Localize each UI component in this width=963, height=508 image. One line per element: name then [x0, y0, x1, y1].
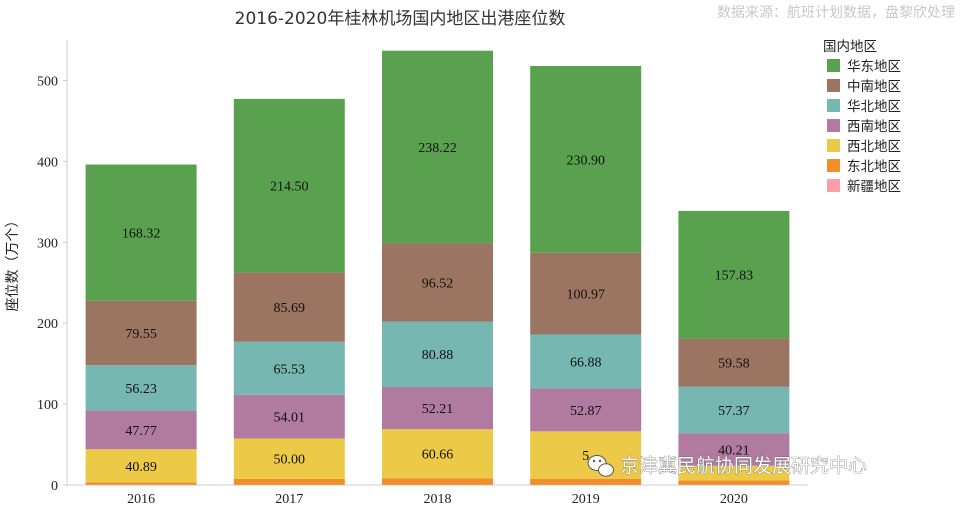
legend-entry: 东北地区 [847, 159, 901, 175]
y-tick-label: 200 [37, 317, 58, 332]
y-tick-label: 0 [51, 479, 58, 494]
legend-swatch [827, 179, 840, 192]
bar-segment [530, 252, 642, 335]
bar-segment [382, 243, 493, 322]
bar-segment [678, 465, 790, 481]
x-tick-label: 2016 [127, 492, 155, 507]
bar-segment [85, 482, 197, 485]
bar-segment [678, 386, 790, 434]
wechat-icon [587, 455, 614, 477]
bar-segment [382, 429, 493, 479]
bar-segment [530, 65, 642, 253]
data-label: 80.88 [422, 348, 454, 363]
bar-segment [530, 334, 642, 389]
bar-segment [85, 164, 197, 301]
legend-entry: 西北地区 [847, 139, 901, 155]
x-tick-label: 2017 [275, 492, 303, 507]
legend-swatch [827, 159, 840, 172]
bar-segment [233, 341, 345, 395]
bar-segment [382, 478, 493, 485]
bar-segment [85, 449, 197, 483]
bar-segment [233, 98, 345, 273]
data-label: 57.37 [718, 404, 750, 419]
axes: 0 100 200 300 400 500 座位数（万个） 2016 2017 2018 2019 2… [5, 40, 808, 507]
data-labels: 40.89 47.77 56.23 79.55 168.32 50.00 54.01 65.5… [122, 141, 753, 475]
legend-entry: 中南地区 [847, 79, 901, 95]
bar-segment [678, 210, 790, 339]
data-label: 56.23 [125, 382, 157, 397]
y-tick-label: 500 [37, 74, 58, 89]
y-tick-label: 300 [37, 236, 58, 251]
chart-title: 2016-2020年桂林机场国内地区出港座位数 [235, 9, 566, 29]
bar-segment [382, 321, 493, 387]
data-label: 50.00 [274, 453, 306, 468]
bar-segment [678, 480, 790, 485]
bar-segment [233, 438, 345, 479]
bars [85, 50, 790, 485]
bar-segment [382, 50, 493, 244]
bar-segment [530, 431, 642, 479]
data-label: 40.21 [718, 443, 750, 458]
data-label: 238.22 [418, 141, 457, 156]
data-label: 230.90 [566, 153, 605, 168]
bar-segment [530, 478, 642, 485]
bar-segment [85, 300, 197, 366]
data-label: 168.32 [122, 227, 161, 242]
data-label: 214.50 [270, 180, 309, 195]
y-tick-label: 100 [37, 398, 58, 413]
data-label: 52.21 [422, 402, 454, 417]
data-label: 52.87 [570, 404, 602, 419]
legend-entry: 西南地区 [847, 119, 901, 135]
bar-segment [85, 365, 197, 411]
bar-segment [678, 433, 790, 466]
legend-swatch [827, 139, 840, 152]
watermark: 京津冀民航协同发展研究中心 [587, 455, 867, 477]
watermark-text: 京津冀民航协同发展研究中心 [620, 455, 867, 477]
data-label: 85.69 [274, 301, 306, 316]
legend-entry: 华东地区 [847, 59, 901, 75]
data-label: 47.77 [125, 424, 157, 439]
data-label: 59.58 [718, 357, 750, 372]
x-tick-label: 2020 [720, 492, 748, 507]
data-label: 5 [582, 449, 589, 464]
data-label: 65.53 [274, 362, 306, 377]
bar-segment [382, 386, 493, 430]
data-label: 157.83 [715, 269, 754, 284]
y-axis-label: 座位数（万个） [5, 214, 21, 312]
bar-segment [233, 478, 345, 485]
bar-segment [233, 272, 345, 342]
data-label: 54.01 [274, 411, 306, 426]
data-label: 79.55 [125, 327, 157, 342]
legend-swatch [827, 59, 840, 72]
x-tick-label: 2018 [424, 492, 452, 507]
data-label: 100.97 [566, 288, 605, 303]
legend-entry: 新疆地区 [847, 179, 901, 195]
legend-swatch [827, 119, 840, 132]
data-label: 66.88 [570, 356, 602, 371]
legend-entry: 华北地区 [847, 99, 901, 115]
x-tick-label: 2019 [572, 492, 600, 507]
legend-title: 国内地区 [823, 39, 877, 55]
source-note: 数据来源：航班计划数据，盘黎欣处理 [717, 4, 955, 21]
bar-segment [233, 394, 345, 439]
legend-swatch [827, 79, 840, 92]
data-label: 96.52 [422, 276, 454, 291]
legend-swatch [827, 99, 840, 112]
y-tick-label: 400 [37, 155, 58, 170]
data-label: 60.66 [422, 448, 454, 463]
bar-segment [530, 388, 642, 432]
data-label: 40.89 [125, 460, 157, 475]
bar-segment [678, 338, 790, 387]
bar-segment [85, 410, 197, 450]
